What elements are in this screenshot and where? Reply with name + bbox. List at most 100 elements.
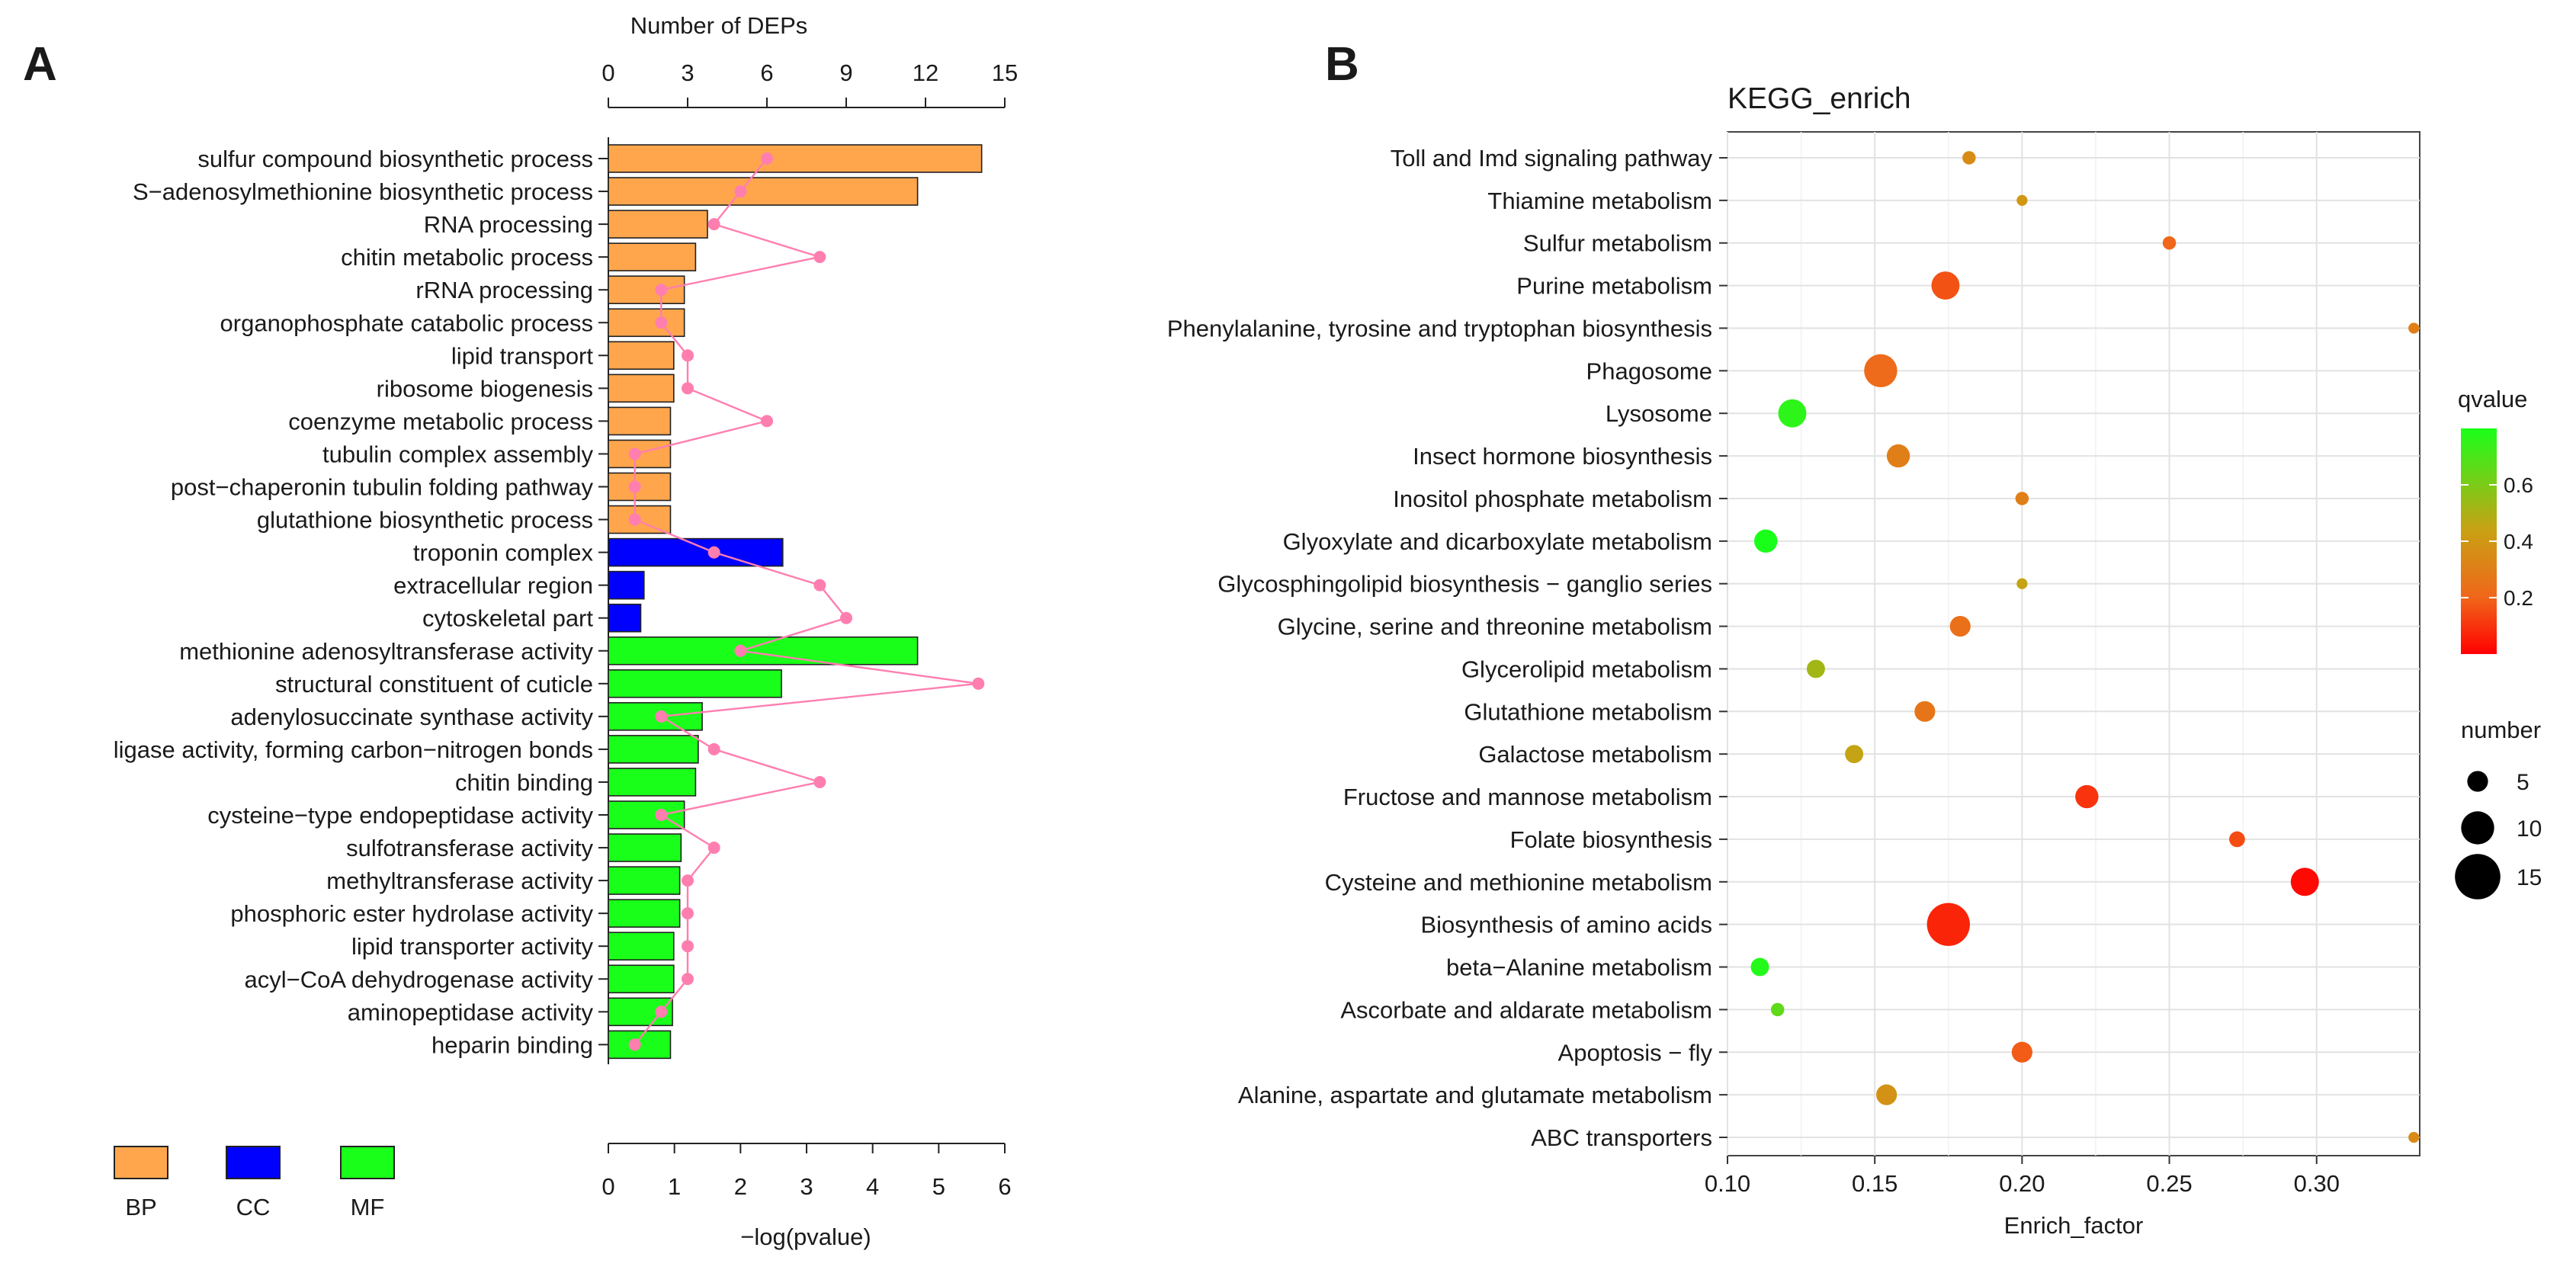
term-label: adenylosuccinate synthase activity <box>230 704 593 730</box>
term-label: RNA processing <box>424 211 593 238</box>
term-bar <box>608 374 675 403</box>
qvalue-legend-ticks: 0.6 0.4 0.2 <box>2461 473 2533 610</box>
term-bar <box>608 144 983 173</box>
deps-point <box>682 874 694 887</box>
pathway-point <box>1770 1002 1785 1017</box>
deps-point <box>972 677 985 690</box>
pathway-point <box>2162 236 2177 250</box>
legend-swatch-mf <box>340 1146 395 1179</box>
pathway-point <box>1886 444 1910 468</box>
bottom-axis-tick-label: 5 <box>932 1173 945 1200</box>
top-axis-tick-label: 9 <box>839 59 852 86</box>
term-bar <box>608 603 642 633</box>
deps-point <box>761 415 773 428</box>
term-bar <box>608 439 672 469</box>
pathway-label: Glycine, serine and threonine metabolism <box>1278 614 1712 640</box>
pathway-point <box>2290 868 2319 896</box>
number-legend-label: 5 <box>2517 770 2529 795</box>
legend-swatch-cc <box>226 1146 281 1179</box>
qvalue-tick-label: 0.4 <box>2504 530 2533 553</box>
deps-line-series <box>628 152 985 1051</box>
term-label: coenzyme metabolic process <box>288 408 593 435</box>
panel-b-label: B <box>1325 38 1359 91</box>
panel-a: A Number of DEPs −log(pvalue) 0 3 6 9 12 15 0… <box>23 12 1018 1250</box>
term-label: lipid transport <box>451 342 593 369</box>
term-label: glutathione biosynthetic process <box>257 507 593 534</box>
pathway-label: Lysosome <box>1606 400 1712 427</box>
term-bar <box>608 899 681 928</box>
qvalue-tick-label: 0.2 <box>2504 586 2533 610</box>
term-label: extracellular region <box>393 572 593 599</box>
x-axis-tick-label: 0.15 <box>1852 1170 1898 1197</box>
pathway-label: Glycosphingolipid biosynthesis − ganglio… <box>1217 571 1712 598</box>
kegg-chart-title: KEGG_enrich <box>1727 82 1911 115</box>
pathway-point <box>2016 578 2028 589</box>
pathway-label: Toll and Imd signaling pathway <box>1391 145 1713 172</box>
bottom-axis-tick-label: 2 <box>734 1173 747 1200</box>
pathway-point <box>1914 701 1936 722</box>
term-label: lipid transporter activity <box>351 933 594 960</box>
pathway-point <box>1926 903 1970 946</box>
x-axis-tick-label: 0.20 <box>1999 1170 2045 1197</box>
term-bar <box>608 768 697 797</box>
deps-point <box>707 842 720 855</box>
term-bar <box>608 341 675 370</box>
pathway-label: Apoptosis − fly <box>1558 1039 1713 1066</box>
pathway-label: Glycerolipid metabolism <box>1461 656 1712 682</box>
pathway-point <box>2408 322 2420 334</box>
term-bar <box>608 210 708 239</box>
term-bar <box>608 702 703 731</box>
deps-point <box>761 152 773 165</box>
pathway-point <box>1754 529 1778 553</box>
x-axis-tick-label: 0.25 <box>2146 1170 2192 1197</box>
term-label: aminopeptidase activity <box>348 999 594 1025</box>
top-axis-tick-label: 15 <box>992 59 1018 86</box>
deps-point <box>682 382 694 395</box>
pathway-label: Folate biosynthesis <box>1510 826 1712 853</box>
pathway-point <box>1876 1084 1898 1105</box>
pathway-label: Sulfur metabolism <box>1523 230 1712 257</box>
term-label: tubulin complex assembly <box>322 441 593 467</box>
pathway-label: Glutathione metabolism <box>1464 698 1712 725</box>
term-bar <box>608 636 919 665</box>
term-bar <box>608 177 919 206</box>
term-bar <box>608 833 682 862</box>
term-bar <box>608 537 784 567</box>
plot-panel-border <box>1727 131 2420 1156</box>
term-bar <box>608 275 685 305</box>
term-label: troponin complex <box>413 540 594 566</box>
deps-line <box>634 158 979 1046</box>
pathway-label: Alanine, aspartate and glutamate metabol… <box>1238 1082 1712 1108</box>
term-label: ribosome biogenesis <box>377 375 593 402</box>
term-label: methyltransferase activity <box>326 868 593 894</box>
pathway-point <box>2408 1131 2420 1143</box>
deps-point <box>655 1005 668 1018</box>
pathway-point <box>2229 831 2245 848</box>
deps-point <box>682 973 694 986</box>
bottom-axis-tick-label: 0 <box>601 1173 614 1200</box>
bottom-axis-tick-label: 6 <box>998 1173 1011 1200</box>
pathway-point <box>1931 271 1960 300</box>
pathway-point <box>1845 745 1864 764</box>
term-bar <box>608 964 675 994</box>
qvalue-legend-title: qvalue <box>2458 386 2527 412</box>
deps-point <box>682 349 694 362</box>
legend-swatch-bp <box>114 1146 168 1179</box>
bottom-axis-tick-label: 4 <box>866 1173 879 1200</box>
enrich-factor-axis: 0.10 0.15 0.20 0.25 0.30 <box>1705 1156 2340 1197</box>
term-label: sulfur compound biosynthetic process <box>197 146 593 172</box>
pathway-point <box>2016 194 2028 206</box>
term-label: ligase activity, forming carbon−nitrogen… <box>114 736 593 763</box>
pathway-label: Thiamine metabolism <box>1487 188 1712 214</box>
panel-a-label: A <box>23 38 57 91</box>
bottom-axis-tick-label: 3 <box>800 1173 813 1200</box>
number-legend-label: 10 <box>2517 816 2542 842</box>
term-label: sulfotransferase activity <box>346 835 593 861</box>
term-bar <box>608 735 699 764</box>
term-bar <box>608 669 782 698</box>
deps-point <box>655 809 668 821</box>
term-label: chitin binding <box>455 769 593 796</box>
pathway-label: Purine metabolism <box>1516 273 1712 300</box>
term-label: organophosphate catabolic process <box>220 309 593 336</box>
